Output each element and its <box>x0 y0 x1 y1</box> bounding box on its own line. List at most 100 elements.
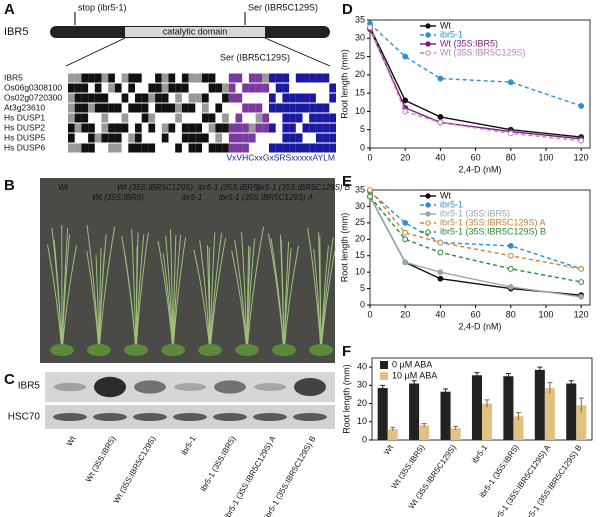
error-bar <box>484 399 490 408</box>
stem <box>319 236 322 353</box>
point <box>367 187 373 193</box>
residue-block <box>235 73 243 83</box>
y-tick-label: 35 <box>355 184 365 194</box>
residue-block <box>88 103 95 113</box>
residue-block <box>74 73 82 83</box>
residue-block <box>121 113 129 123</box>
stem <box>61 234 71 353</box>
bar <box>377 388 388 440</box>
point <box>437 114 444 120</box>
residue-block <box>282 93 290 103</box>
y-tick-label: 30 <box>355 33 365 43</box>
residue-block <box>262 73 269 83</box>
bar <box>482 403 493 440</box>
sequence-name: Hs DUSP5 <box>4 132 45 142</box>
sequence-name: Os02g0720300 <box>4 92 62 102</box>
residue-block <box>302 143 310 153</box>
residue-block <box>68 143 75 153</box>
residue-block <box>269 73 276 83</box>
y-tick-label: 5 <box>360 124 365 134</box>
x-tick-label: Wt (35S:IBR5) <box>390 443 427 491</box>
legend-label: ibr5-1 (35S:IBR5) <box>440 208 510 218</box>
residue-block <box>315 143 323 153</box>
stem <box>172 237 187 353</box>
residue-block <box>228 93 236 103</box>
residue-block <box>81 93 89 103</box>
legend-marker <box>425 23 431 29</box>
residue-block <box>135 143 142 153</box>
point <box>507 242 514 249</box>
residue-block <box>309 113 316 123</box>
residue-block <box>289 93 296 103</box>
point <box>507 252 514 259</box>
legend-marker <box>425 220 431 226</box>
residue-block <box>269 143 276 153</box>
motif: VxVHCxxGxSRSxxxxxAYLM <box>227 152 335 162</box>
y-tick-label: 25 <box>355 217 365 227</box>
residue-block <box>128 103 135 113</box>
residue-block <box>295 143 303 153</box>
residue-block <box>329 113 336 123</box>
residue-block <box>309 123 316 133</box>
stem <box>98 234 107 353</box>
legend-label: ibr5-1 (35S:IBR5C129S) B <box>440 226 546 236</box>
x-tick-label: 20 <box>400 309 410 319</box>
residue-block <box>289 143 296 153</box>
band <box>254 383 286 391</box>
residue-block <box>135 123 142 133</box>
residue-block <box>168 103 176 113</box>
residue-block <box>128 83 135 93</box>
rosette <box>50 344 74 356</box>
band <box>213 413 247 421</box>
residue-block <box>208 123 216 133</box>
residue-block <box>108 73 115 83</box>
y-tick-label: 25 <box>355 51 365 61</box>
residue-block <box>248 83 256 93</box>
legend-label: Wt <box>440 190 451 200</box>
residue-block <box>81 73 89 83</box>
x-tick-label: Wt <box>382 443 395 457</box>
residue-block <box>228 143 236 153</box>
bar <box>450 428 461 440</box>
residue-block <box>289 133 296 143</box>
legend-label: ibr5-1 (35S:IBR5C129S) A <box>440 217 546 227</box>
alignment-blocks <box>68 73 336 153</box>
error-bar <box>380 384 386 391</box>
residue-block <box>282 83 290 93</box>
residue-block <box>148 123 156 133</box>
bands <box>53 376 327 421</box>
residue-block <box>155 83 162 93</box>
residue-block <box>128 73 135 83</box>
x-tick-label: ibr5-1 (35S:IBR5C129S) B <box>522 443 583 517</box>
residue-block <box>155 103 162 113</box>
error-bar <box>547 382 553 394</box>
residue-block <box>88 143 95 153</box>
point <box>578 279 585 285</box>
y-tick-label: 10 <box>355 267 365 277</box>
residue-block <box>175 143 182 153</box>
photo-label: ibr5-1 (35S:IBR5C129S) A <box>219 193 313 202</box>
legend-label: 10 µM ABA <box>392 370 437 380</box>
y-tick-label: 35 <box>355 14 365 24</box>
x-tick-label: 80 <box>506 309 516 319</box>
residue-block <box>208 113 216 123</box>
residue-block <box>322 73 330 83</box>
gene-name: IBR5 <box>4 26 28 38</box>
residue-block <box>329 143 336 153</box>
y-tick-label: 0 <box>360 142 365 152</box>
y-tick-label: 15 <box>355 88 365 98</box>
residue-block <box>262 83 269 93</box>
residue-block <box>181 73 189 83</box>
y-axis-label: Root length (mm) <box>341 364 351 434</box>
residue-block <box>68 93 75 103</box>
residue-block <box>329 133 336 143</box>
residue-block <box>295 93 303 103</box>
residue-block <box>302 93 310 103</box>
stem <box>86 225 100 353</box>
residue-block <box>315 123 323 133</box>
residue-block <box>148 143 156 153</box>
stem <box>53 239 63 353</box>
legend-label: 0 µM ABA <box>392 359 432 369</box>
residue-block <box>101 113 109 123</box>
x-tick-label: 60 <box>471 152 481 162</box>
